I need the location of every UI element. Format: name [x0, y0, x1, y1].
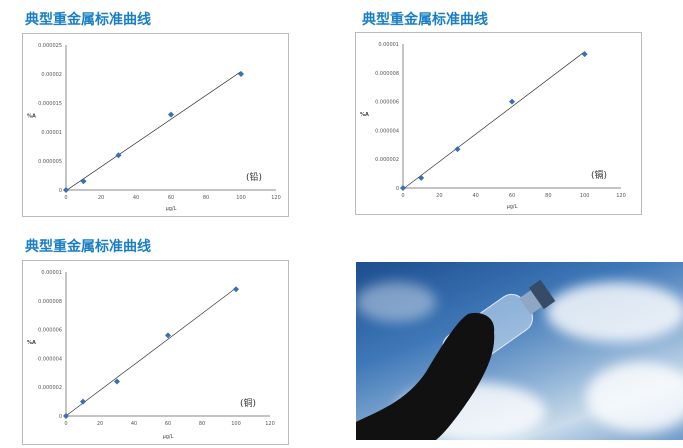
y-tick-label: 0.00002	[41, 72, 62, 78]
lead-calibration-chart: 0 0.000005 0.00001 0.000015 0.00002 0.000025 0…	[22, 33, 289, 217]
x-tick-label: 120	[265, 421, 275, 427]
y-tick-label: 0.000004	[38, 356, 62, 362]
y-axis-label: %A	[27, 114, 36, 120]
data-point	[115, 152, 122, 159]
x-tick-label: 100	[580, 193, 590, 199]
y-tick-label: 0.000006	[375, 100, 399, 106]
x-tick-label: 40	[472, 193, 478, 199]
data-point	[454, 146, 461, 153]
data-point	[168, 111, 174, 118]
y-tick-label: 0.000002	[375, 157, 399, 163]
x-tick-label: 60	[509, 193, 515, 199]
data-point	[581, 51, 588, 58]
x-axis-label: µg/L	[166, 206, 177, 212]
chart-title-cadmium: 典型重金属标准曲线	[362, 12, 488, 28]
y-tick-label: 0.000004	[375, 128, 399, 134]
x-tick-label: 0	[64, 195, 67, 201]
data-point	[238, 71, 244, 77]
x-tick-label: 80	[199, 421, 205, 427]
y-tick-label: 0.000008	[38, 299, 62, 305]
cadmium-calibration-chart: 0 0.000002 0.000004 0.000006 0.000008 0.00001…	[355, 32, 642, 215]
trendline	[65, 287, 237, 417]
chart-svg: 0 0.000002 0.000004 0.000006 0.000008 0.00001…	[360, 42, 626, 210]
y-tick-label: 0.00001	[41, 130, 62, 136]
trendline	[402, 51, 585, 190]
data-point	[165, 332, 171, 339]
data-point	[418, 174, 425, 181]
x-tick-label: 120	[271, 195, 281, 201]
y-axis-label: %A	[360, 112, 369, 118]
data-point	[114, 378, 120, 385]
x-tick-label: 40	[131, 421, 137, 427]
y-tick-label: 0.000025	[38, 43, 62, 49]
y-tick-label: 0.00001	[41, 270, 62, 276]
chart-title-copper: 典型重金属标准曲线	[25, 239, 151, 255]
data-point	[63, 413, 69, 419]
chart-svg: 0 0.000002 0.000004 0.000006 0.000008 0.00001…	[27, 270, 275, 440]
element-annotation: (铅)	[246, 171, 262, 183]
x-tick-label: 100	[231, 421, 241, 427]
x-tick-label: 40	[133, 195, 139, 201]
y-tick-label: 0.000005	[38, 159, 62, 165]
chart-svg: 0 0.000005 0.00001 0.000015 0.00002 0.000025 0…	[27, 43, 281, 212]
data-point	[63, 187, 69, 193]
x-tick-label: 60	[165, 421, 171, 427]
data-point	[80, 398, 86, 405]
data-point	[233, 286, 239, 293]
x-tick-label: 20	[98, 195, 104, 201]
data-point	[509, 98, 515, 105]
y-tick-label: 0	[396, 186, 399, 192]
y-tick-label: 0	[59, 188, 62, 194]
x-tick-label: 80	[545, 193, 551, 199]
x-tick-label: 120	[616, 193, 626, 199]
y-tick-label: 0.000006	[38, 328, 62, 334]
x-axis-label: µg/L	[507, 204, 518, 210]
x-tick-label: 0	[401, 193, 404, 199]
water-bottle-photo	[356, 262, 683, 440]
y-tick-label: 0.00001	[378, 42, 399, 48]
y-tick-label: 0	[59, 414, 62, 420]
x-tick-label: 20	[97, 421, 103, 427]
x-tick-label: 80	[203, 195, 209, 201]
y-axis-label: %A	[27, 340, 36, 346]
x-tick-label: 20	[436, 193, 442, 199]
x-tick-label: 100	[236, 195, 246, 201]
y-tick-label: 0.000002	[38, 385, 62, 391]
y-tick-label: 0.000008	[375, 71, 399, 77]
copper-calibration-chart: 0 0.000002 0.000004 0.000006 0.000008 0.00001…	[22, 260, 289, 445]
x-tick-label: 60	[168, 195, 174, 201]
y-tick-label: 0.000015	[38, 101, 62, 107]
element-annotation: (镉)	[591, 169, 607, 181]
element-annotation: (铜)	[240, 397, 256, 409]
x-tick-label: 0	[64, 421, 67, 427]
trendline	[65, 71, 242, 191]
chart-title-lead: 典型重金属标准曲线	[25, 12, 151, 28]
data-point	[400, 185, 406, 191]
x-axis-label: µg/L	[163, 434, 174, 440]
data-point	[80, 178, 87, 185]
